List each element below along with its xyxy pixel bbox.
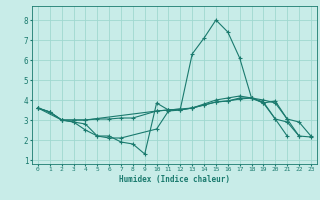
X-axis label: Humidex (Indice chaleur): Humidex (Indice chaleur) bbox=[119, 175, 230, 184]
